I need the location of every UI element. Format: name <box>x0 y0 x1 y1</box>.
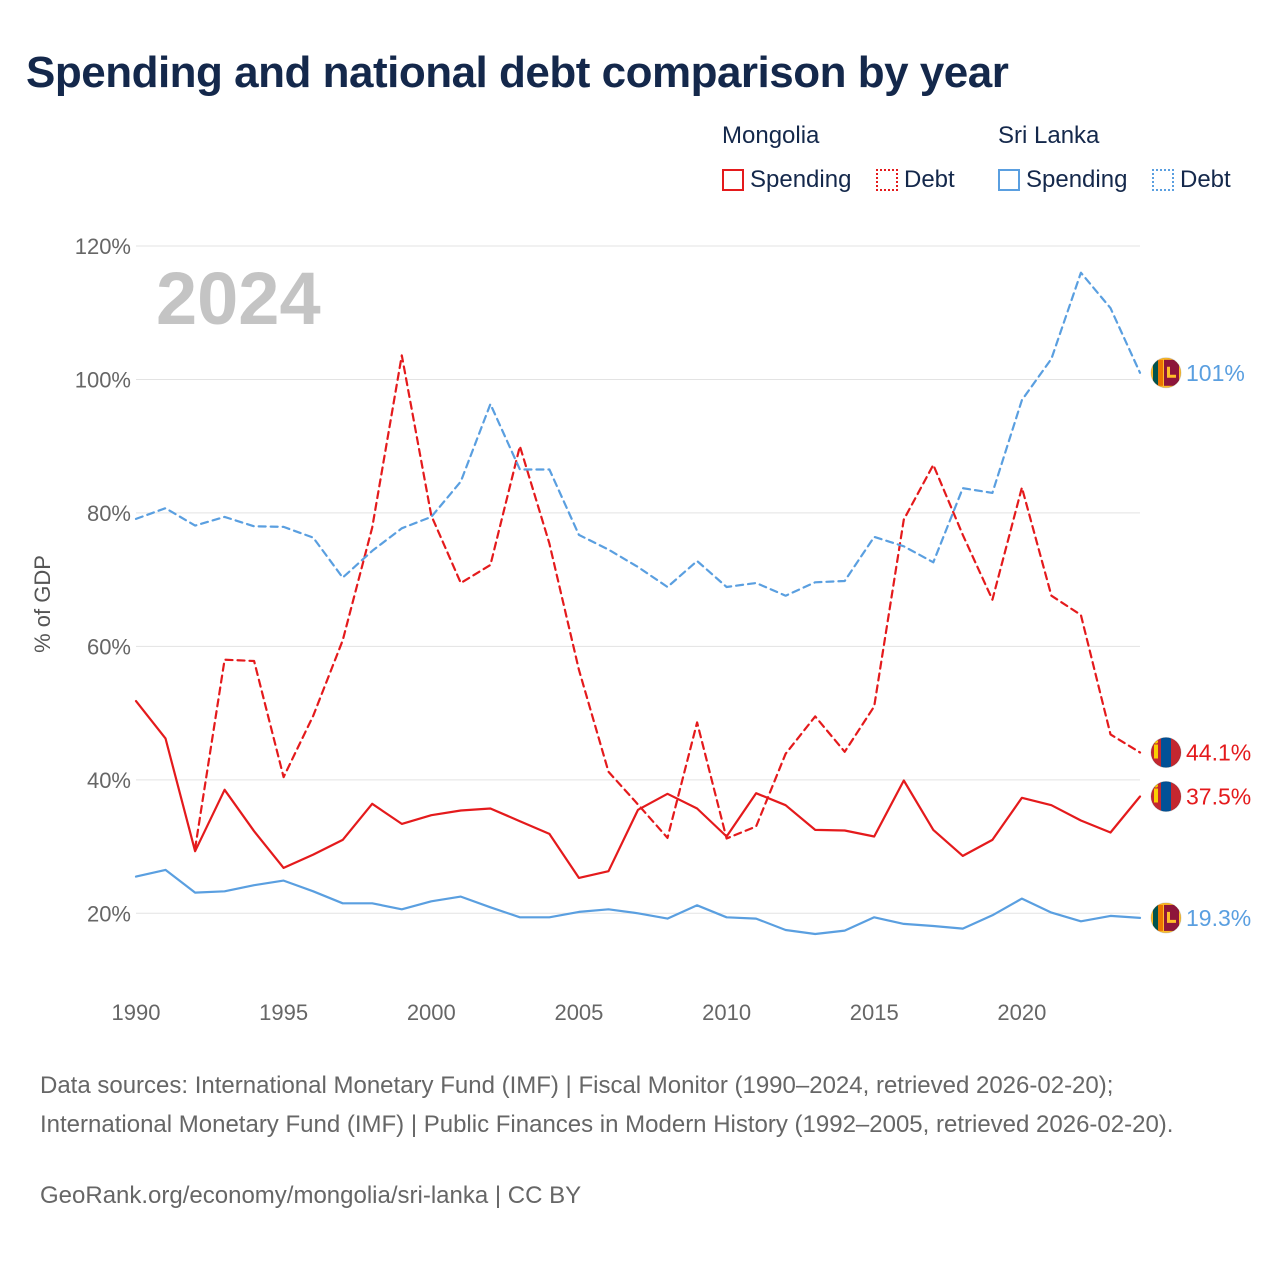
flag-lion <box>1167 911 1176 923</box>
flag-ring <box>1150 357 1182 389</box>
x-tick-labels: 1990 1995 2000 2005 2010 2015 2020 <box>112 1000 1047 1025</box>
end-markers: 37.5% 44.1% 19.3% 101% <box>1150 357 1251 934</box>
legend-label-sri-lanka-debt: Debt <box>1180 166 1231 193</box>
gridlines <box>136 245 1140 914</box>
flag-band <box>1158 904 1163 931</box>
y-tick-label: 60% <box>87 634 131 659</box>
y-tick-label: 120% <box>75 234 131 259</box>
flag-ring <box>1150 737 1182 768</box>
legend-item-mongolia-debt[interactable]: Debt <box>876 166 955 194</box>
flag-icon-mongolia <box>1150 781 1182 812</box>
flag-band <box>1171 781 1181 812</box>
flag-panel <box>1164 359 1179 386</box>
legend-swatch-dotted-red <box>876 169 898 191</box>
flag-icon-sri-lanka <box>1150 357 1182 389</box>
flag-clip <box>1151 902 1181 933</box>
legend-label-sri-lanka-spending: Spending <box>1026 166 1128 193</box>
flag-band <box>1171 737 1181 768</box>
legend-swatch-solid-red <box>722 169 744 191</box>
end-label-mongolia-spending: 37.5% <box>1186 784 1251 810</box>
flag-panel <box>1164 904 1179 931</box>
x-tick-label: 1990 <box>112 1000 161 1025</box>
y-tick-label: 100% <box>75 367 131 392</box>
y-tick-label: 40% <box>87 768 131 793</box>
legend-label-mongolia-debt: Debt <box>904 166 955 193</box>
credit-link[interactable]: GeoRank.org/economy/mongolia/sri-lanka |… <box>40 1182 582 1209</box>
flag-band <box>1153 359 1158 386</box>
legend-swatch-dotted-blue <box>1152 169 1174 191</box>
legend-item-sri-lanka-debt[interactable]: Debt <box>1152 166 1231 194</box>
flag-band <box>1161 737 1171 768</box>
y-tick-label: 80% <box>87 501 131 526</box>
flag-soyombo <box>1154 744 1158 759</box>
flag-band <box>1161 781 1171 812</box>
flag-ring <box>1150 902 1182 934</box>
flag-band <box>1153 904 1158 931</box>
legend-item-sri-lanka-spending[interactable]: Spending <box>998 166 1127 194</box>
y-tick-label: 20% <box>87 901 131 926</box>
end-label-sri-lanka-spending: 19.3% <box>1186 905 1251 931</box>
series-line-mongolia-debt <box>194 354 1142 850</box>
legend-group-title-sri-lanka: Sri Lanka <box>998 122 1100 149</box>
end-label-mongolia-debt: 44.1% <box>1186 739 1251 765</box>
legend-swatch-solid-blue <box>998 169 1020 191</box>
series-lines <box>134 271 1142 936</box>
x-tick-label: 2005 <box>554 1000 603 1025</box>
data-sources: Data sources: International Monetary Fun… <box>40 1072 1174 1138</box>
legend-group-title-mongolia: Mongolia <box>722 122 820 149</box>
flag-band <box>1158 359 1163 386</box>
legend-label-mongolia-spending: Spending <box>750 166 852 193</box>
y-axis-label: % of GDP <box>30 555 55 653</box>
x-tick-label: 2010 <box>702 1000 751 1025</box>
end-label-sri-lanka-debt: 101% <box>1186 360 1245 386</box>
series-line-mongolia-spending <box>134 700 1142 879</box>
x-tick-label: 1995 <box>259 1000 308 1025</box>
flag-icon-mongolia <box>1150 737 1182 768</box>
legend-item-mongolia-spending[interactable]: Spending <box>722 166 851 194</box>
x-tick-label: 2020 <box>997 1000 1046 1025</box>
series-line-sri-lanka-spending <box>134 868 1142 936</box>
y-tick-labels: 20% 40% 60% 80% 100% 120% <box>75 234 131 926</box>
flag-clip <box>1151 357 1181 388</box>
flag-lion <box>1167 366 1176 378</box>
flag-icon-sri-lanka <box>1150 902 1182 934</box>
year-watermark: 2024 <box>156 257 321 340</box>
series-line-sri-lanka-debt <box>134 271 1142 597</box>
x-tick-label: 2000 <box>407 1000 456 1025</box>
flag-ring <box>1150 781 1182 812</box>
x-tick-label: 2015 <box>850 1000 899 1025</box>
chart-title: Spending and national debt comparison by… <box>26 48 1009 97</box>
flag-soyombo <box>1154 788 1158 803</box>
line-chart: 2024 % of GDP 20%40%60%80%100%120% 1990 1… <box>30 234 1251 1025</box>
